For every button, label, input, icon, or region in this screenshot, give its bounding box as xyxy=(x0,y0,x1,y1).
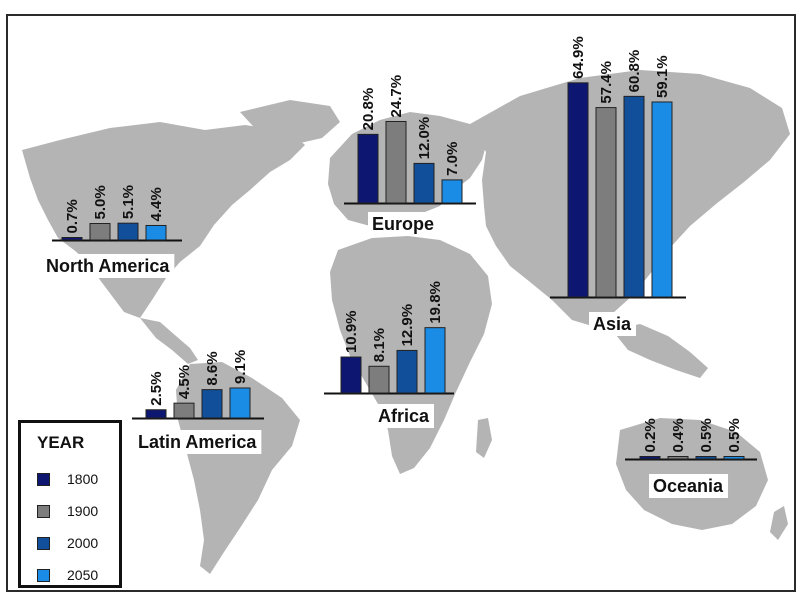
region-label-asia: Asia xyxy=(593,314,632,334)
value-label-asia-2050: 59.1% xyxy=(654,55,671,98)
bar-latin-america-1900 xyxy=(173,402,195,419)
bar-africa-2050 xyxy=(424,327,446,394)
bar-oceania-1900 xyxy=(667,456,689,460)
value-label-asia-1900: 57.4% xyxy=(598,61,615,104)
bar-asia-2000 xyxy=(623,95,645,298)
bar-group-africa: 10.9% 8.1% 12.9% 19.8% Africa xyxy=(324,281,454,428)
value-label-asia-1800: 64.9% xyxy=(570,36,587,79)
value-label-africa-1900: 8.1% xyxy=(371,328,388,362)
map-central-america xyxy=(140,318,198,364)
value-label-latin-america-2000: 8.6% xyxy=(204,351,221,385)
legend-label-1900: 1900 xyxy=(67,503,99,519)
bar-group-oceania: 0.2% 0.4% 0.5% 0.5% Oceania xyxy=(625,418,757,498)
map-southeast-asia xyxy=(612,324,708,378)
value-label-oceania-2000: 0.5% xyxy=(698,418,715,452)
bar-latin-america-2000 xyxy=(201,389,223,419)
value-label-africa-2050: 19.8% xyxy=(427,281,444,324)
bar-europe-1900 xyxy=(385,120,407,204)
value-label-asia-2000: 60.8% xyxy=(626,50,643,93)
region-label-latin-america: Latin America xyxy=(138,432,257,452)
bar-north-america-2050 xyxy=(145,224,167,241)
legend-label-2050: 2050 xyxy=(67,567,99,583)
region-label-oceania: Oceania xyxy=(653,476,724,496)
legend-item-1800: 1800 xyxy=(37,471,117,489)
value-label-europe-2050: 7.0% xyxy=(444,142,461,176)
legend-item-2000: 2000 xyxy=(37,535,117,553)
bar-oceania-1800 xyxy=(639,456,661,460)
legend-title: YEAR xyxy=(37,433,85,452)
bar-europe-2050 xyxy=(441,179,463,204)
region-label-europe: Europe xyxy=(372,214,434,234)
bar-asia-1800 xyxy=(567,82,589,298)
value-label-north-america-1900: 5.0% xyxy=(92,185,109,219)
region-label-north-america: North America xyxy=(46,256,170,276)
legend-label-2000: 2000 xyxy=(67,535,99,551)
bar-asia-2050 xyxy=(651,101,673,298)
bar-europe-1800 xyxy=(357,133,379,204)
value-label-africa-2000: 12.9% xyxy=(399,304,416,347)
bar-latin-america-2050 xyxy=(229,387,251,419)
bar-africa-1900 xyxy=(368,365,390,394)
bar-group-europe: 20.8% 24.7% 12.0% 7.0% Europe xyxy=(344,75,476,236)
bar-oceania-2000 xyxy=(695,456,717,460)
bar-africa-2000 xyxy=(396,349,418,394)
legend-label-1800: 1800 xyxy=(67,471,99,487)
bar-africa-1800 xyxy=(340,356,362,394)
legend-swatch-2000 xyxy=(37,537,50,550)
value-label-north-america-1800: 0.7% xyxy=(64,199,81,233)
legend: YEAR 1800 1900 2000 2050 xyxy=(18,420,122,588)
bar-group-asia: 64.9% 57.4% 60.8% 59.1% Asia xyxy=(550,36,686,336)
region-label-bg-africa xyxy=(374,404,435,428)
bar-north-america-2000 xyxy=(117,222,139,241)
legend-swatch-1800 xyxy=(37,473,50,486)
region-label-bg-oceania xyxy=(649,474,729,498)
bar-europe-2000 xyxy=(413,162,435,204)
region-label-africa: Africa xyxy=(378,406,430,426)
bar-latin-america-1800 xyxy=(145,409,167,419)
region-label-bg-europe xyxy=(368,212,439,236)
legend-item-1900: 1900 xyxy=(37,503,117,521)
bar-oceania-2050 xyxy=(723,456,745,460)
value-label-oceania-1900: 0.4% xyxy=(670,418,687,452)
map-new-zealand xyxy=(770,506,788,540)
value-label-europe-1800: 20.8% xyxy=(360,88,377,131)
value-label-europe-2000: 12.0% xyxy=(416,117,433,160)
value-label-latin-america-1800: 2.5% xyxy=(148,372,165,406)
value-label-latin-america-1900: 4.5% xyxy=(176,365,193,399)
region-label-bg-north-america xyxy=(42,254,175,278)
value-label-north-america-2050: 4.4% xyxy=(148,187,165,221)
bar-north-america-1800 xyxy=(61,237,83,241)
bar-north-america-1900 xyxy=(89,223,111,241)
map-madagascar xyxy=(476,418,492,458)
legend-swatch-1900 xyxy=(37,505,50,518)
value-label-oceania-2050: 0.5% xyxy=(726,418,743,452)
bar-group-north-america: 0.7% 5.0% 5.1% 4.4% North America xyxy=(42,185,182,278)
region-label-bg-asia xyxy=(589,312,637,336)
value-label-latin-america-2050: 9.1% xyxy=(232,350,249,384)
value-label-oceania-1800: 0.2% xyxy=(642,418,659,452)
legend-item-2050: 2050 xyxy=(37,567,117,585)
map-greenland xyxy=(240,100,340,144)
bar-asia-1900 xyxy=(595,107,617,298)
legend-swatch-2050 xyxy=(37,569,50,582)
region-label-bg-latin-america xyxy=(134,430,262,454)
value-label-north-america-2000: 5.1% xyxy=(120,185,137,219)
bar-group-latin-america: 2.5% 4.5% 8.6% 9.1% Latin America xyxy=(132,350,264,454)
value-label-europe-1900: 24.7% xyxy=(388,75,405,118)
value-label-africa-1800: 10.9% xyxy=(343,310,360,353)
